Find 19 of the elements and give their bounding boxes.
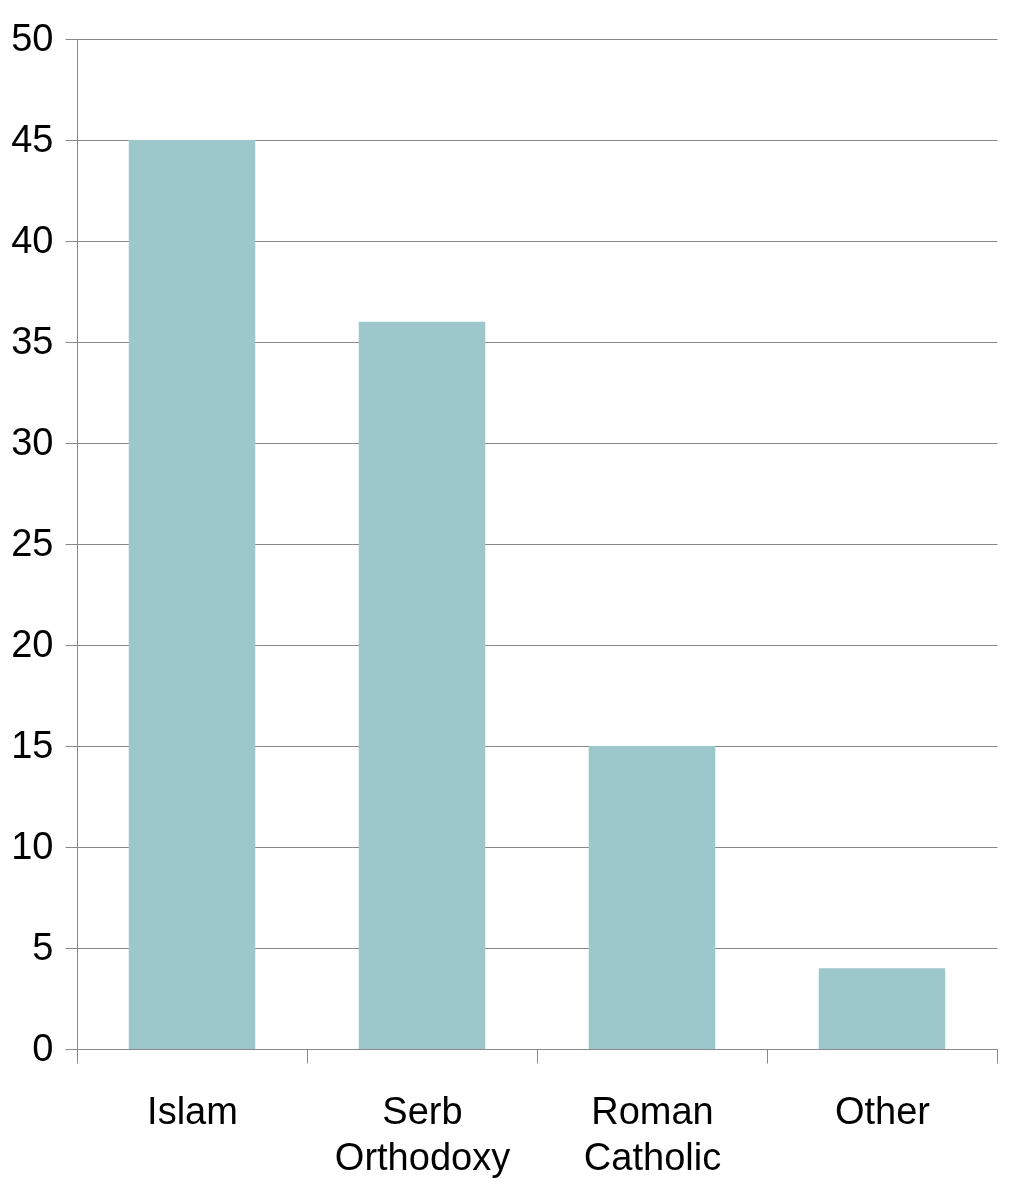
y-tick-label: 45	[11, 117, 54, 160]
y-tick-label: 25	[11, 521, 54, 564]
y-tick-label: 20	[11, 622, 54, 665]
bar	[128, 140, 256, 1049]
y-tick-label: 40	[11, 218, 54, 261]
bar	[588, 746, 716, 1049]
bar	[358, 321, 486, 1049]
y-tick-label: 5	[32, 925, 54, 968]
x-tick-label: Islam	[147, 1089, 238, 1132]
bar	[818, 968, 946, 1049]
x-tick-label: Serb Orthodoxy	[334, 1089, 511, 1178]
y-tick-label: 0	[32, 1026, 54, 1069]
y-tick-label: 10	[11, 824, 54, 867]
y-tick-label: 30	[11, 420, 54, 463]
y-tick-label: 15	[11, 723, 54, 766]
y-tick-label: 50	[11, 16, 54, 59]
x-tick-label: Roman Catholic	[583, 1089, 722, 1178]
y-tick-label: 35	[11, 319, 54, 362]
x-tick-label: Other	[834, 1089, 931, 1132]
